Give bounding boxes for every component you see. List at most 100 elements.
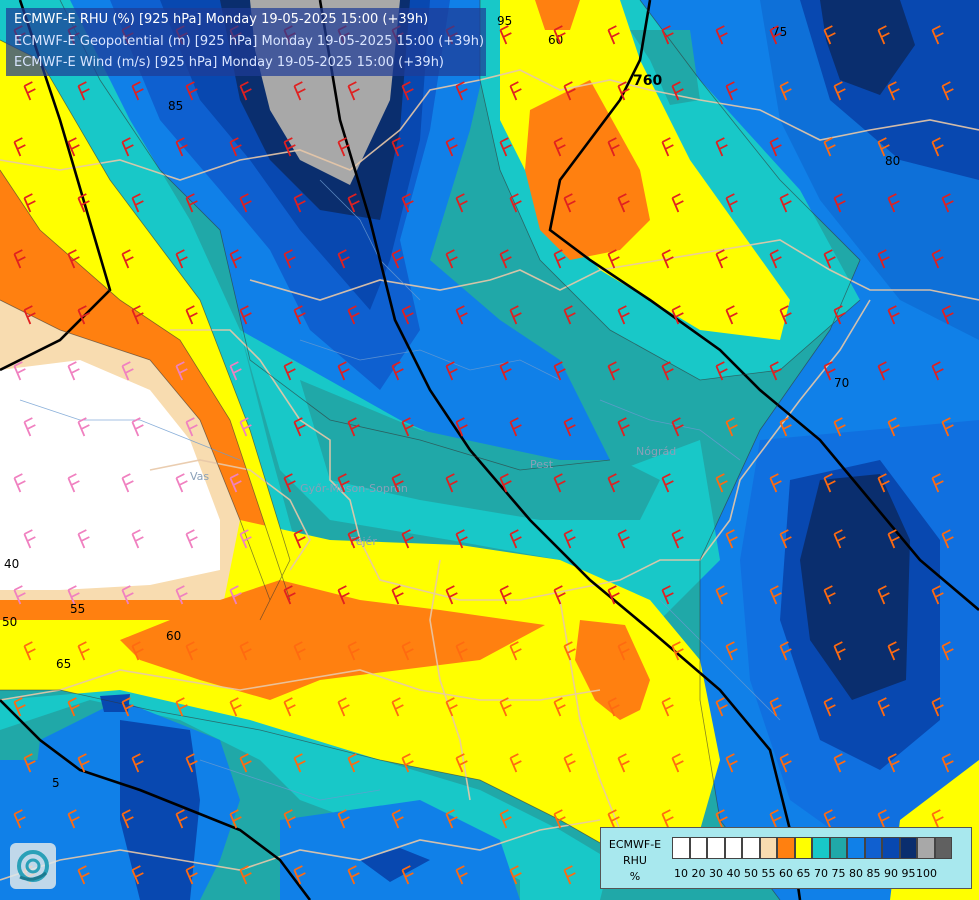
wind-barb	[941, 641, 954, 661]
wind-barb	[229, 697, 242, 717]
wind-barb	[887, 193, 900, 213]
wind-barb	[77, 193, 90, 213]
rhu-band-60-south	[120, 580, 545, 700]
wind-barb	[941, 305, 954, 325]
wind-barb	[553, 473, 566, 493]
wind-barb	[779, 529, 792, 549]
wind-barb	[887, 641, 900, 661]
wind-barb	[931, 473, 944, 493]
wind-barb	[445, 585, 458, 605]
contour-label-5: 5	[52, 776, 60, 790]
wind-barb	[725, 529, 738, 549]
wind-barb	[401, 529, 414, 549]
title-rhu: ECMWF-E RHU (%) [925 hPa] Monday 19-05-2…	[14, 12, 429, 27]
wind-barb	[337, 137, 350, 157]
wind-barb	[239, 193, 252, 213]
wind-barb	[779, 193, 792, 213]
wind-barb	[499, 585, 512, 605]
wind-barb	[175, 473, 188, 493]
wind-barb	[725, 641, 738, 661]
wind-barb	[671, 641, 684, 661]
wind-barb	[671, 193, 684, 213]
wind-barb	[401, 193, 414, 213]
wind-barb	[347, 753, 360, 773]
legend-tick-label: 50	[744, 867, 758, 880]
wind-barb	[823, 137, 836, 157]
legend-swatch	[794, 837, 812, 859]
wind-barb	[617, 81, 630, 101]
wind-barb	[175, 249, 188, 269]
wind-barb	[13, 809, 26, 829]
wind-barb	[131, 193, 144, 213]
wind-barb	[77, 753, 90, 773]
wind-barb	[13, 697, 26, 717]
wind-barb	[941, 529, 954, 549]
wind-barb	[185, 81, 198, 101]
wind-barb	[661, 137, 674, 157]
wind-barb	[239, 417, 252, 437]
wind-barb	[607, 585, 620, 605]
wind-barb	[175, 361, 188, 381]
legend-swatch	[759, 837, 777, 859]
wind-barb	[931, 361, 944, 381]
legend-tick-label: 95	[901, 867, 916, 880]
wind-barb	[391, 809, 404, 829]
wind-barb	[455, 193, 468, 213]
wind-barb	[769, 585, 782, 605]
wind-barb	[769, 249, 782, 269]
wind-barb	[715, 809, 728, 829]
wind-barb	[563, 641, 576, 661]
wind-barb	[607, 25, 620, 45]
wind-barb	[499, 809, 512, 829]
wind-barb	[553, 585, 566, 605]
rhu-band-60-north-top	[535, 0, 580, 30]
legend-swatch	[742, 837, 760, 859]
wind-barb	[229, 361, 242, 381]
legend-swatch	[812, 837, 830, 859]
wind-barb	[887, 753, 900, 773]
wind-barb	[769, 137, 782, 157]
wind-barb	[877, 137, 890, 157]
map-title-box: ECMWF-E RHU (%) [925 hPa] Monday 19-05-2…	[6, 8, 486, 76]
legend-title-unit: %	[629, 870, 641, 883]
provider-logo-icon	[10, 843, 56, 889]
wind-barb	[283, 697, 296, 717]
wind-barb	[877, 473, 890, 493]
wind-barb	[347, 193, 360, 213]
wind-barb	[175, 585, 188, 605]
wind-barb	[941, 193, 954, 213]
contour-label-80: 80	[885, 154, 900, 168]
wind-barb	[661, 809, 674, 829]
wind-barb	[769, 473, 782, 493]
wind-barb	[185, 529, 198, 549]
wind-barb	[77, 529, 90, 549]
rhu-band-90-southeast	[800, 474, 910, 700]
wind-barb	[931, 809, 944, 829]
wind-barb	[941, 753, 954, 773]
rhu-band-65-south	[0, 520, 720, 860]
wind-barb	[185, 417, 198, 437]
wind-barb	[121, 585, 134, 605]
wind-barb	[553, 137, 566, 157]
wind-barb	[185, 193, 198, 213]
wind-barb	[347, 81, 360, 101]
wind-barb	[769, 697, 782, 717]
wind-barb	[445, 249, 458, 269]
wind-barb	[877, 25, 890, 45]
place-label-gyor: Győr-Moson-Sopron	[300, 482, 408, 495]
wind-barb	[833, 417, 846, 437]
wind-barb	[13, 585, 26, 605]
rhu-band-60-south-lobe	[575, 620, 650, 720]
wind-barb	[509, 753, 522, 773]
wind-barb	[661, 585, 674, 605]
wind-barb	[337, 809, 350, 829]
wind-barb	[607, 361, 620, 381]
contour-label-760: 760	[633, 73, 662, 89]
wind-barb	[131, 417, 144, 437]
legend-swatch	[847, 837, 865, 859]
wind-barb	[67, 361, 80, 381]
wind-barb	[617, 753, 630, 773]
contour-label-40: 40	[4, 557, 19, 571]
place-label-nograd: Nógrád	[636, 445, 676, 458]
legend-swatch	[864, 837, 882, 859]
